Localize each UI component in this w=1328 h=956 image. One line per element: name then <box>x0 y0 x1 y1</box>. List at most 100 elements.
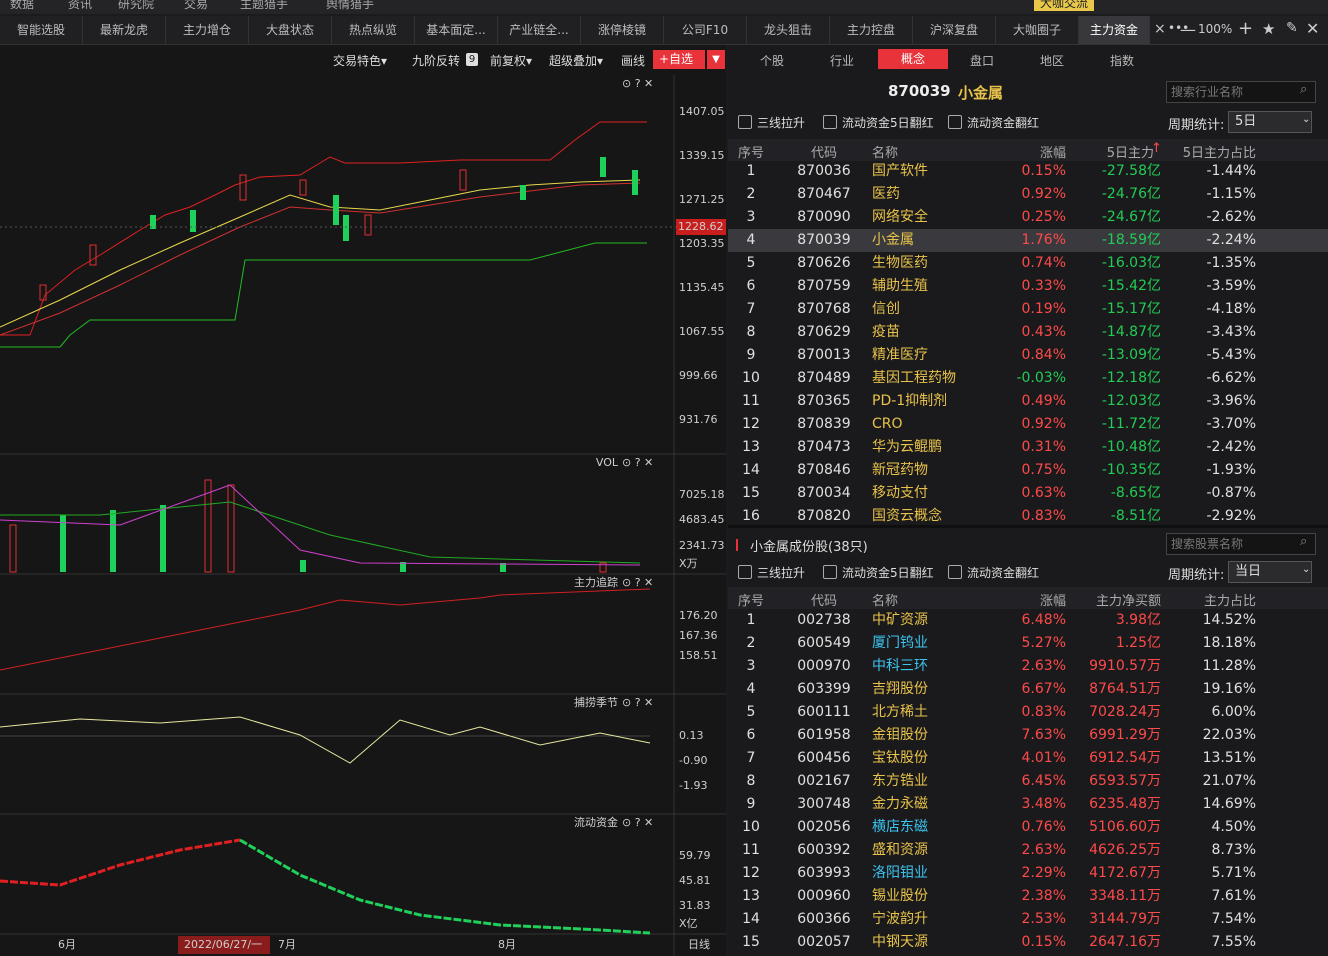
table-row[interactable]: 13 000960 锡业股份 2.38% 3348.11万 7.61% <box>728 885 1328 908</box>
zoom-in[interactable]: + <box>1238 18 1254 39</box>
search-icon[interactable]: ⌕ <box>1300 534 1308 549</box>
tab[interactable]: 主力控盘 <box>830 16 913 44</box>
tab[interactable]: 涨停棱镜 <box>581 16 664 44</box>
sub-tab[interactable]: 概念 <box>878 49 948 69</box>
zoom-out[interactable]: — <box>1180 20 1196 39</box>
add-favorite[interactable]: +自选 <box>653 50 705 69</box>
search-icon[interactable]: ⌕ <box>1300 82 1308 97</box>
edit[interactable]: ✎ <box>1286 20 1298 36</box>
cell: 600456 <box>797 750 851 766</box>
cell: 4 <box>746 681 756 697</box>
tab[interactable]: 最新龙虎 <box>83 16 166 44</box>
table-row[interactable]: 6 601958 金钼股份 7.63% 6991.29万 22.03% <box>728 724 1328 747</box>
table-row[interactable]: 2 870467 医药 0.92% -24.76亿 -1.15% <box>728 183 1328 206</box>
table-row[interactable]: 4 870039 小金属 1.76% -18.59亿 -2.24% <box>728 229 1328 252</box>
period-select[interactable]: 当日 <box>1228 561 1312 583</box>
panel-icons[interactable]: ⊙ ? ✕ <box>622 696 653 709</box>
table-row[interactable]: 11 870365 PD-1抑制剂 0.49% -12.03亿 -3.96% <box>728 390 1328 413</box>
cell: 中科三环 <box>872 658 928 674</box>
table-row[interactable]: 3 000970 中科三环 2.63% 9910.57万 11.28% <box>728 655 1328 678</box>
tab[interactable]: 热点纵览 <box>332 16 415 44</box>
sub-tab[interactable]: 个股 <box>760 54 785 68</box>
menu-item[interactable]: 资讯 <box>68 0 93 11</box>
table-row[interactable]: 9 870013 精准医疗 0.84% -13.09亿 -5.43% <box>728 344 1328 367</box>
select-arrow[interactable]: ⌄ <box>1302 564 1311 575</box>
toolbar-item[interactable]: 画线 <box>621 54 646 68</box>
menu-item[interactable]: 交易 <box>184 0 209 11</box>
search-box[interactable]: 搜索股票名称 <box>1166 533 1316 555</box>
toolbar-item[interactable]: 九阶反转 <box>412 54 461 68</box>
tab[interactable]: 主力资金 <box>1079 16 1150 44</box>
favorite[interactable]: ★ <box>1262 20 1276 38</box>
price-tick-label: 1203.35 <box>679 237 725 250</box>
table-row[interactable]: 14 600366 宁波韵升 2.53% 3144.79万 7.54% <box>728 908 1328 931</box>
panel-title: 流动资金 <box>574 815 618 829</box>
sub-tab[interactable]: 指数 <box>1110 54 1135 68</box>
table-row[interactable]: 7 870768 信创 0.19% -15.17亿 -4.18% <box>728 298 1328 321</box>
tab-close[interactable]: × <box>1154 21 1166 37</box>
cell: 0.83% <box>1021 704 1066 720</box>
menu-item[interactable]: 数据 <box>10 0 35 11</box>
toolbar-item[interactable]: 超级叠加▾ <box>549 54 604 68</box>
tab[interactable]: 智能选股 <box>0 16 83 44</box>
table-row[interactable]: 10 002056 横店东磁 0.76% 5106.60万 4.50% <box>728 816 1328 839</box>
toolbar-item[interactable]: 前复权▾ <box>490 54 533 68</box>
table-row[interactable]: 2 600549 厦门钨业 5.27% 1.25亿 18.18% <box>728 632 1328 655</box>
table-row[interactable]: 12 870839 CRO 0.92% -11.72亿 -3.70% <box>728 413 1328 436</box>
panel-icons[interactable]: ⊙ ? ✕ <box>622 576 653 589</box>
add-dropdown[interactable]: ▼ <box>707 50 725 69</box>
search-box[interactable]: 搜索行业名称 <box>1166 81 1316 103</box>
table-row[interactable]: 12 603993 洛阳钼业 2.29% 4172.67万 5.71% <box>728 862 1328 885</box>
menu-item[interactable]: 舆情猎手 <box>326 0 375 11</box>
table-row[interactable]: 8 870629 疫苗 0.43% -14.87亿 -3.43% <box>728 321 1328 344</box>
sub-tab[interactable]: 地区 <box>1040 54 1065 68</box>
tab[interactable]: 沪深复盘 <box>913 16 996 44</box>
tab[interactable]: 产业链全... <box>498 16 581 44</box>
filter-checkbox[interactable]: 三线拉升 <box>738 564 805 581</box>
toolbar-item[interactable]: 交易特色▾ <box>333 54 388 68</box>
table-row[interactable]: 9 300748 金力永磁 3.48% 6235.48万 14.69% <box>728 793 1328 816</box>
filter-checkbox[interactable]: 流动资金5日翻红 <box>823 114 934 131</box>
table-row[interactable]: 6 870759 辅助生殖 0.33% -15.42亿 -3.59% <box>728 275 1328 298</box>
filter-checkbox[interactable]: 流动资金翻红 <box>948 114 1039 131</box>
table-row[interactable]: 5 600111 北方稀土 0.83% 7028.24万 6.00% <box>728 701 1328 724</box>
panel-icons[interactable]: ⊙ ? ✕ <box>622 456 653 469</box>
table-row[interactable]: 10 870489 基因工程药物 -0.03% -12.18亿 -6.62% <box>728 367 1328 390</box>
filter-checkbox[interactable]: 三线拉升 <box>738 114 805 131</box>
tab[interactable]: 大盘状态 <box>249 16 332 44</box>
tab[interactable]: 龙头狙击 <box>747 16 830 44</box>
sub-tab[interactable]: 行业 <box>830 54 855 68</box>
close[interactable]: ✕ <box>1306 19 1320 38</box>
tab[interactable]: 大咖圈子 <box>996 16 1079 44</box>
table-row[interactable]: 1 002738 中矿资源 6.48% 3.98亿 14.52% <box>728 609 1328 632</box>
cell: -3.59% <box>1206 278 1256 294</box>
table-row[interactable]: 1 870036 国产软件 0.15% -27.58亿 -1.44% <box>728 160 1328 183</box>
period-select[interactable]: 5日 <box>1228 111 1312 133</box>
panel-icons[interactable]: ⊙ ? ✕ <box>622 77 653 90</box>
table-row[interactable]: 8 002167 东方锆业 6.45% 6593.57万 21.07% <box>728 770 1328 793</box>
cell: 603993 <box>797 865 851 881</box>
filter-checkbox[interactable]: 流动资金翻红 <box>948 564 1039 581</box>
sub-tab[interactable]: 盘口 <box>970 54 995 68</box>
table-row[interactable]: 16 870820 国资云概念 0.83% -8.51亿 -2.92% <box>728 505 1328 522</box>
table-row[interactable]: 11 600392 盛和资源 2.63% 4626.25万 8.73% <box>728 839 1328 862</box>
table-row[interactable]: 13 870473 华为云鲲鹏 0.31% -10.48亿 -2.42% <box>728 436 1328 459</box>
table-row[interactable]: 5 870626 生物医药 0.74% -16.03亿 -1.35% <box>728 252 1328 275</box>
table-row[interactable]: 14 870846 新冠药物 0.75% -10.35亿 -1.93% <box>728 459 1328 482</box>
menu-item[interactable]: 研究院 <box>118 0 155 11</box>
table-row[interactable]: 3 870090 网络安全 0.25% -24.67亿 -2.62% <box>728 206 1328 229</box>
select-arrow[interactable]: ⌄ <box>1302 114 1311 125</box>
tab[interactable]: 基本面定... <box>415 16 498 44</box>
panel-tick-label: 59.79 <box>679 849 711 862</box>
more-icon[interactable]: ••• <box>1168 21 1190 35</box>
tab[interactable]: 公司F10 <box>664 16 747 44</box>
menu-item[interactable]: 主题猎手 <box>240 0 289 11</box>
menu-item[interactable]: 大咖交流 <box>1034 0 1095 11</box>
table-row[interactable]: 15 002057 中钢天源 0.15% 2647.16万 7.55% <box>728 931 1328 954</box>
table-row[interactable]: 15 870034 移动支付 0.63% -8.65亿 -0.87% <box>728 482 1328 505</box>
table-row[interactable]: 4 603399 吉翔股份 6.67% 8764.51万 19.16% <box>728 678 1328 701</box>
panel-icons[interactable]: ⊙ ? ✕ <box>622 816 653 829</box>
table-row[interactable]: 7 600456 宝钛股份 4.01% 6912.54万 13.51% <box>728 747 1328 770</box>
filter-checkbox[interactable]: 流动资金5日翻红 <box>823 564 934 581</box>
tab[interactable]: 主力增仓 <box>166 16 249 44</box>
